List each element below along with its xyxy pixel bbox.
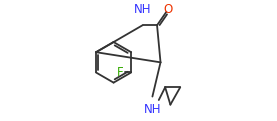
Text: F: F [117,66,124,79]
Text: O: O [163,3,173,16]
Text: NH: NH [134,3,151,16]
Text: NH: NH [144,103,161,117]
